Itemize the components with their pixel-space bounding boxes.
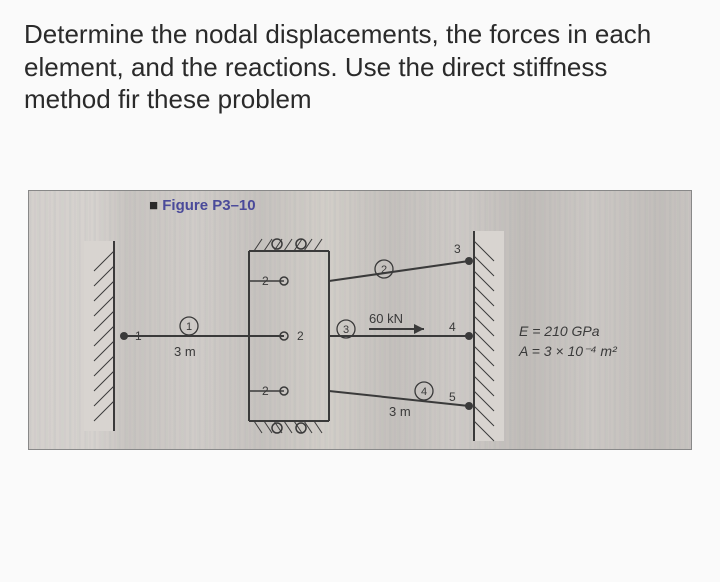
dim-bottom: 3 m	[389, 404, 411, 419]
element-1-badge: 1	[180, 317, 198, 335]
diagram: 2 2 1 2 3 4 5 1	[29, 191, 693, 451]
dim-left: 3 m	[174, 344, 196, 359]
node-1-label: 1	[135, 329, 142, 343]
svg-text:2: 2	[381, 264, 387, 276]
svg-text:3: 3	[343, 324, 349, 336]
element-2-line	[329, 261, 469, 281]
node-3-pin	[465, 257, 473, 265]
element-2-badge: 2	[375, 260, 393, 278]
node-4-label: 4	[449, 320, 456, 334]
svg-text:4: 4	[421, 386, 427, 398]
svg-text:2: 2	[262, 384, 269, 398]
svg-text:60 kN: 60 kN	[369, 311, 403, 326]
svg-text:2: 2	[297, 329, 304, 343]
right-wall	[474, 231, 504, 441]
element-4-badge: 4	[415, 382, 433, 400]
question-text: Determine the nodal displacements, the f…	[0, 0, 720, 116]
node-3-label: 3	[454, 242, 461, 256]
E-label: E = 210 GPa	[519, 323, 600, 339]
load-arrow: 60 kN	[369, 311, 424, 334]
svg-text:1: 1	[186, 321, 192, 333]
figure-panel: ■ Figure P3–10	[28, 190, 692, 450]
left-wall	[84, 241, 114, 431]
node-5-pin	[465, 402, 473, 410]
A-label: A = 3 × 10⁻⁴ m²	[518, 343, 618, 359]
node-5-label: 5	[449, 390, 456, 404]
node-4-pin	[465, 332, 473, 340]
node-1-pin	[120, 332, 128, 340]
element-3-badge: 3	[337, 320, 355, 338]
svg-text:2: 2	[262, 274, 269, 288]
